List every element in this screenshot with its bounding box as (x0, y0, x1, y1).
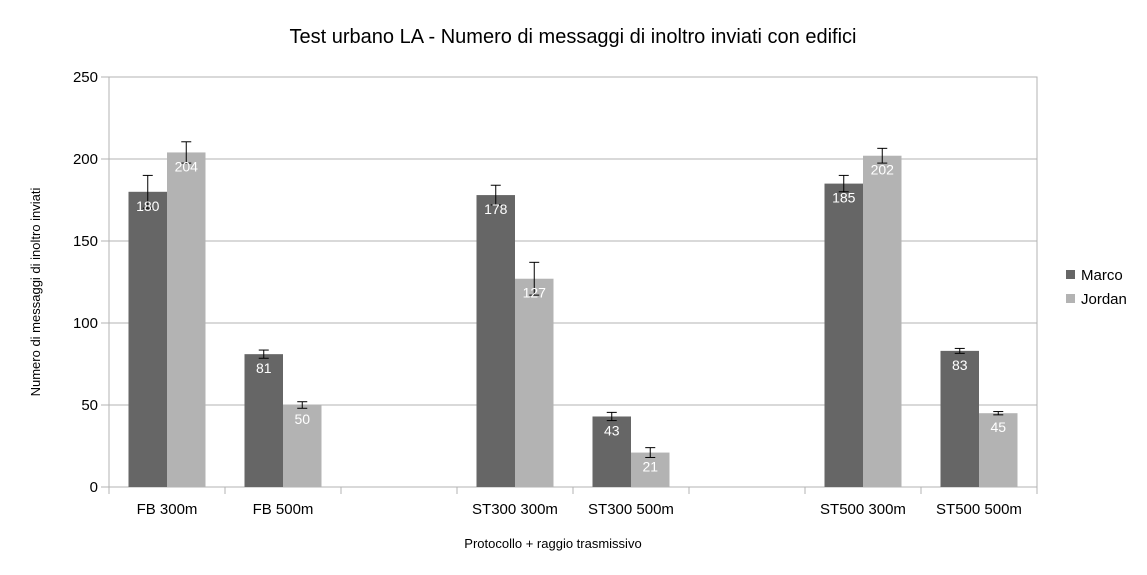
data-label: 81 (256, 360, 272, 376)
data-label: 127 (523, 285, 547, 301)
bar (128, 191, 167, 488)
legend: Marco Jordan (1066, 267, 1127, 308)
x-tick-label: ST300 500m (588, 501, 674, 518)
bar (824, 183, 863, 487)
y-tick-label: 200 (73, 151, 98, 168)
data-label: 204 (175, 158, 199, 174)
data-label: 21 (642, 459, 658, 475)
bar (863, 155, 902, 487)
data-label: 180 (136, 198, 160, 214)
data-label: 50 (294, 411, 310, 427)
data-label: 83 (952, 357, 968, 373)
data-label: 43 (604, 422, 620, 438)
y-axis-title: Numero di messaggi di inoltro inviati (28, 187, 43, 396)
chart-title: Test urbano LA - Numero di messaggi di i… (290, 26, 857, 48)
y-tick-label: 150 (73, 233, 98, 250)
x-axis-title: Protocollo + raggio trasmissivo (464, 536, 641, 551)
y-tick-label: 50 (81, 397, 98, 414)
bar (631, 452, 670, 487)
x-tick-label: FB 300m (137, 501, 198, 518)
bar (979, 413, 1018, 487)
bar (515, 278, 554, 487)
x-tick-label: FB 500m (253, 501, 314, 518)
data-label: 178 (484, 201, 508, 217)
bar (940, 350, 979, 487)
bar (592, 416, 631, 487)
bar (283, 405, 322, 487)
legend-label: Jordan (1081, 291, 1127, 308)
bar (476, 195, 515, 487)
bar (244, 354, 283, 487)
bars-layer: 180 81 178 43 185 83 204 50 127 21 202 45 (128, 141, 1018, 488)
legend-swatch (1066, 270, 1075, 279)
data-label: 202 (871, 162, 895, 178)
y-tick-label: 250 (73, 69, 98, 86)
legend-label: Marco (1081, 267, 1123, 284)
x-tick-label: ST500 500m (936, 501, 1022, 518)
y-tick-label: 100 (73, 315, 98, 332)
legend-swatch (1066, 294, 1075, 303)
x-tick-label: ST500 300m (820, 501, 906, 518)
data-label: 45 (990, 419, 1006, 435)
x-tick-label: ST300 300m (472, 501, 558, 518)
data-label: 185 (832, 190, 856, 206)
axis-layer: 0 50 100 150 200 250 FB 300m FB 500m ST300 300m S… (73, 69, 1038, 518)
y-tick-label: 0 (90, 479, 98, 496)
bar (167, 152, 206, 487)
